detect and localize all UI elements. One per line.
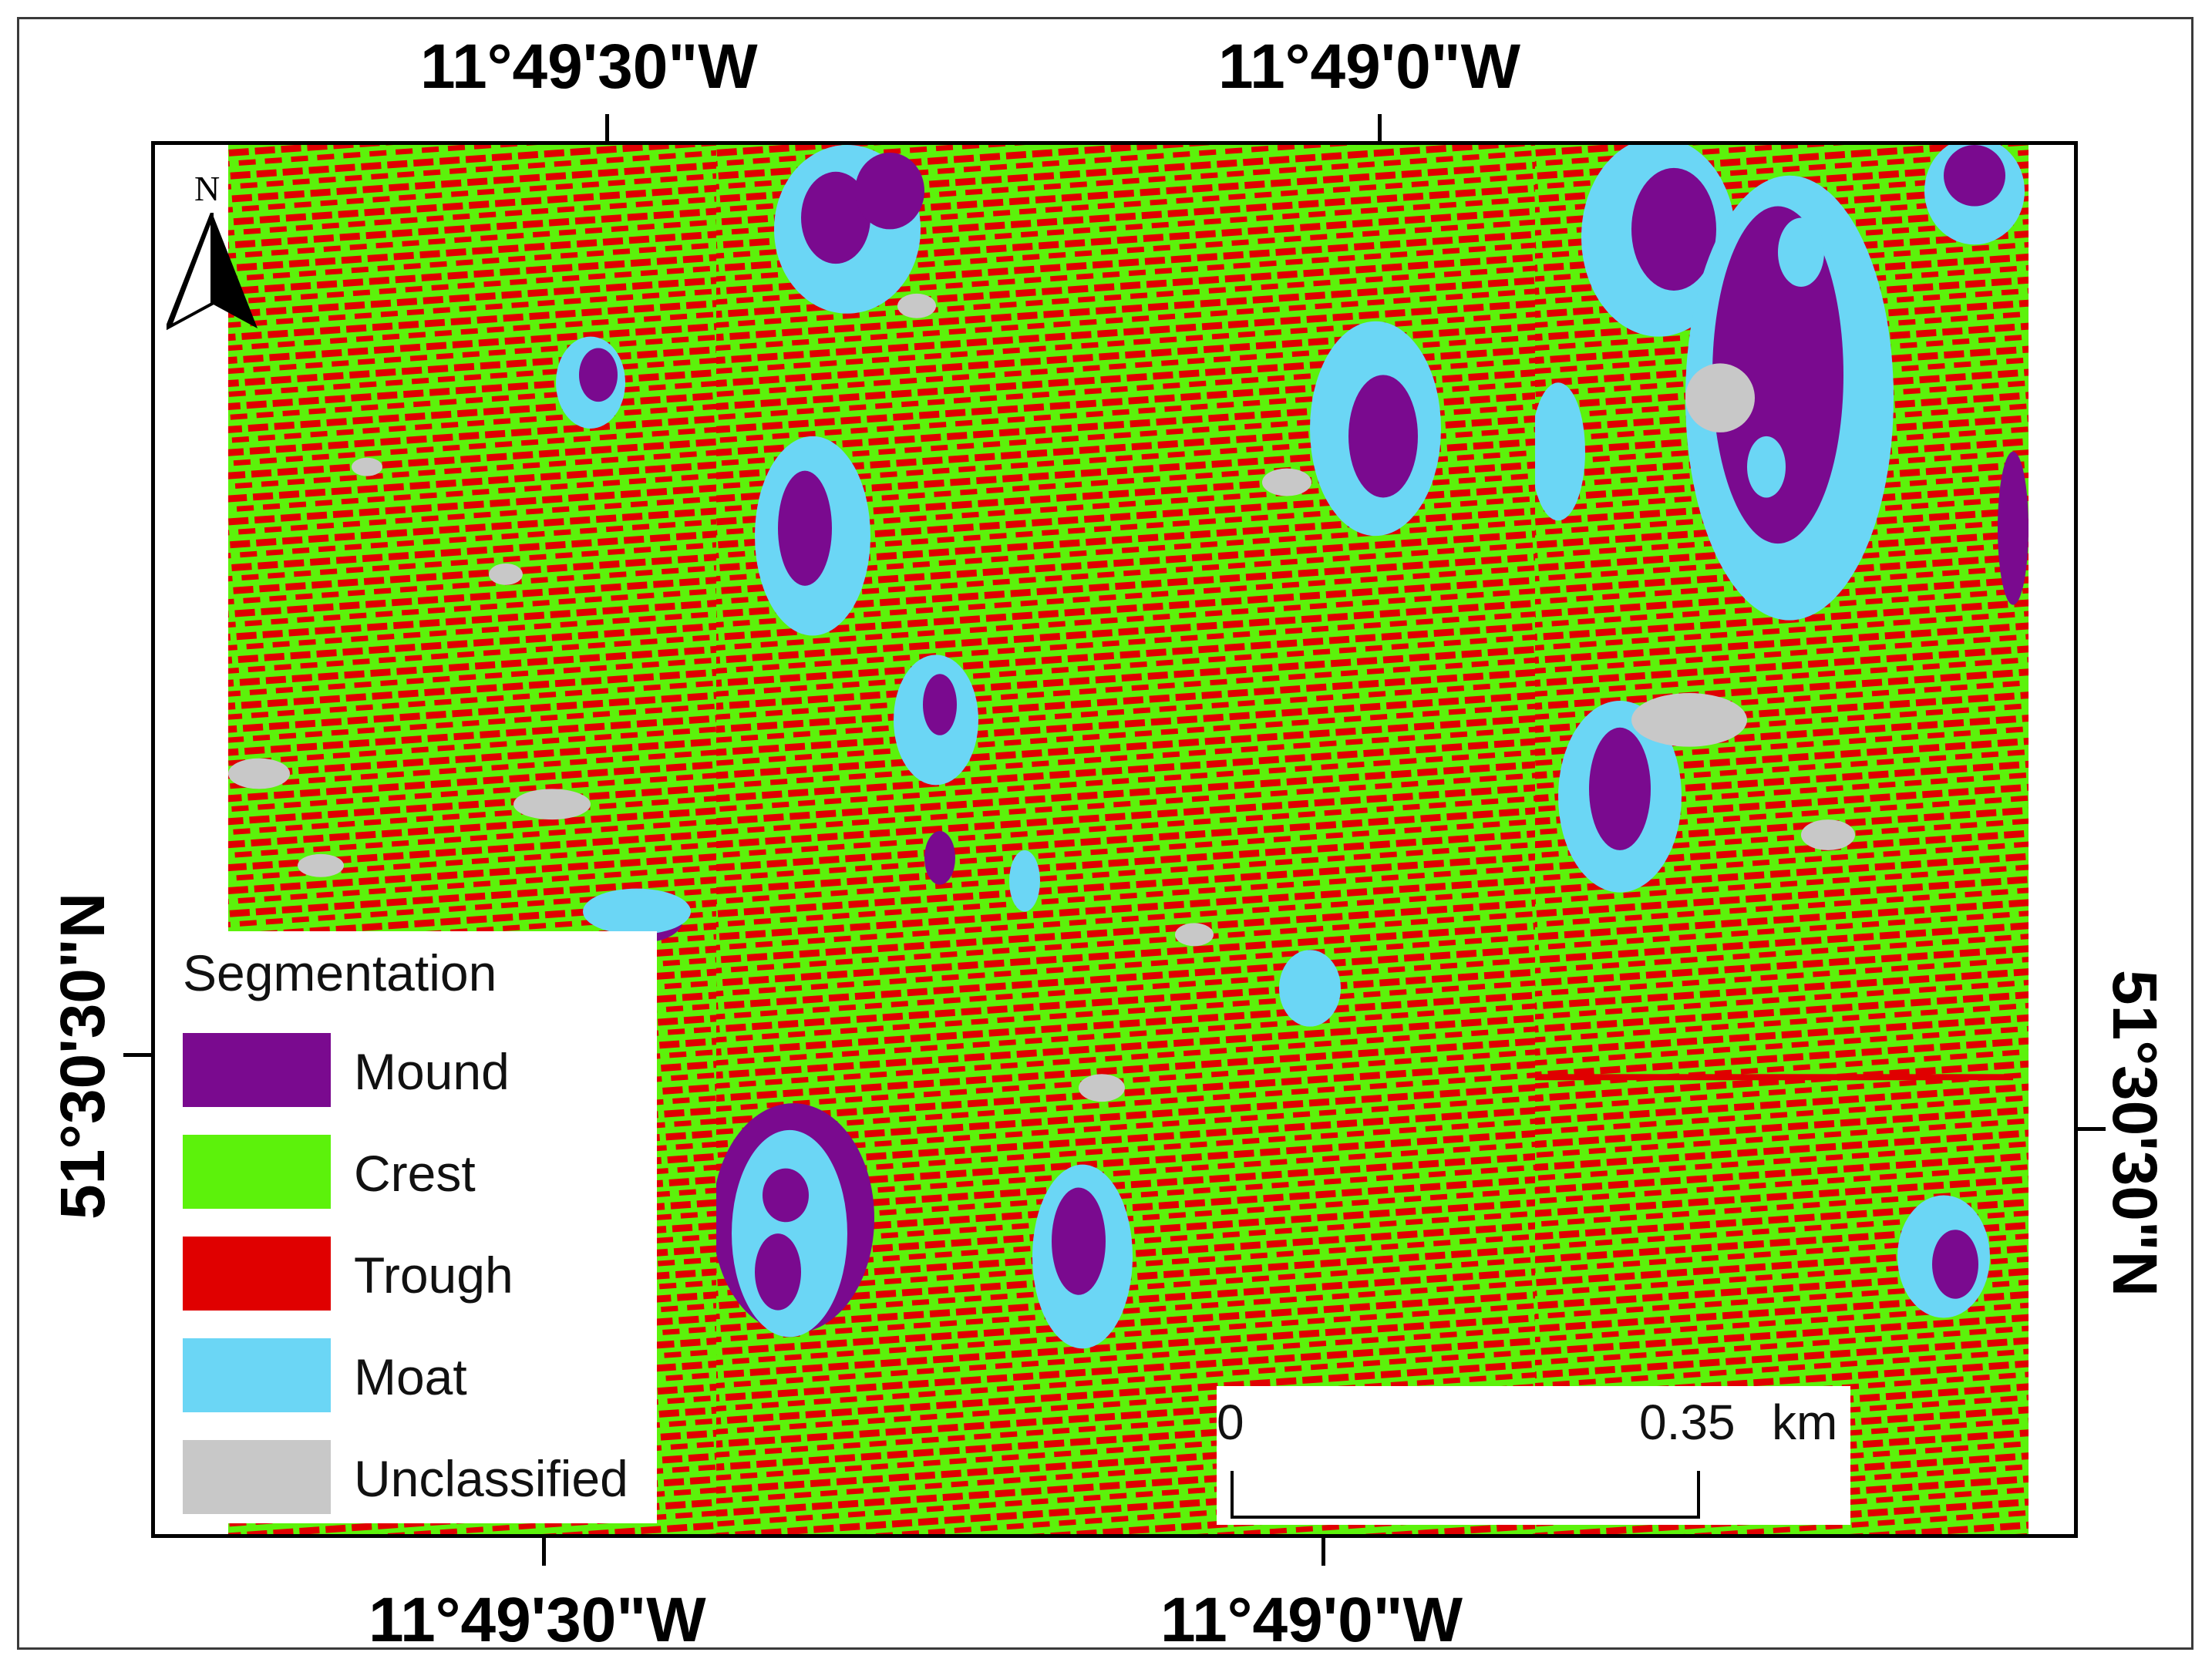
strip-central-raster bbox=[716, 145, 1571, 1534]
bottom-tick-west bbox=[542, 1536, 546, 1566]
left-tick bbox=[123, 1053, 153, 1057]
bottom-tick-east bbox=[1321, 1536, 1325, 1566]
legend-label-mound: Mound bbox=[354, 1043, 510, 1100]
legend-item-crest: Crest bbox=[183, 1135, 653, 1209]
north-label: N bbox=[194, 169, 221, 208]
legend-label-trough: Trough bbox=[354, 1247, 513, 1304]
scale-end-label: 0.35 bbox=[1639, 1395, 1736, 1450]
legend-label-crest: Crest bbox=[354, 1145, 476, 1202]
scale-bar: 0 0.35 km bbox=[1217, 1386, 1850, 1525]
legend-swatch-mound bbox=[183, 1033, 331, 1107]
legend: Segmentation Mound Crest Trough Moat Unc… bbox=[171, 931, 657, 1523]
legend-item-trough: Trough bbox=[183, 1237, 653, 1311]
north-arrow-icon bbox=[167, 213, 258, 331]
legend-item-moat: Moat bbox=[183, 1338, 653, 1412]
legend-swatch-unclassified bbox=[183, 1440, 331, 1514]
legend-title: Segmentation bbox=[183, 944, 497, 1001]
bottom-longitude-label-west: 11°49'30"W bbox=[369, 1585, 706, 1655]
legend-swatch-trough bbox=[183, 1237, 331, 1311]
bottom-longitude-label-east: 11°49'0"W bbox=[1160, 1585, 1463, 1655]
right-tick bbox=[2076, 1127, 2106, 1131]
top-tick-east bbox=[1378, 114, 1382, 143]
top-longitude-label-east: 11°49'0"W bbox=[1218, 32, 1521, 102]
top-tick-west bbox=[605, 114, 609, 143]
scale-bar-line bbox=[1231, 1471, 1700, 1519]
scale-start-label: 0 bbox=[1217, 1395, 1244, 1450]
mound-cluster-north bbox=[774, 145, 924, 314]
legend-item-unclassified: Unclassified bbox=[183, 1440, 653, 1514]
survey-strip-east bbox=[1535, 145, 2029, 1534]
legend-swatch-crest bbox=[183, 1135, 331, 1209]
top-longitude-label-west: 11°49'30"W bbox=[420, 32, 758, 102]
scale-unit-label: km bbox=[1772, 1395, 1838, 1450]
legend-label-moat: Moat bbox=[354, 1348, 467, 1405]
legend-item-mound: Mound bbox=[183, 1033, 653, 1107]
legend-swatch-moat bbox=[183, 1338, 331, 1412]
right-latitude-label: 51°30'30"N bbox=[2099, 969, 2170, 1297]
north-arrow: N bbox=[167, 168, 258, 345]
legend-label-unclassified: Unclassified bbox=[354, 1450, 628, 1507]
left-latitude-label: 51°30'30"N bbox=[48, 892, 118, 1220]
strip-east-raster bbox=[1535, 145, 2029, 1534]
survey-strip-central bbox=[716, 145, 1571, 1534]
figure-border bbox=[17, 17, 2193, 1650]
